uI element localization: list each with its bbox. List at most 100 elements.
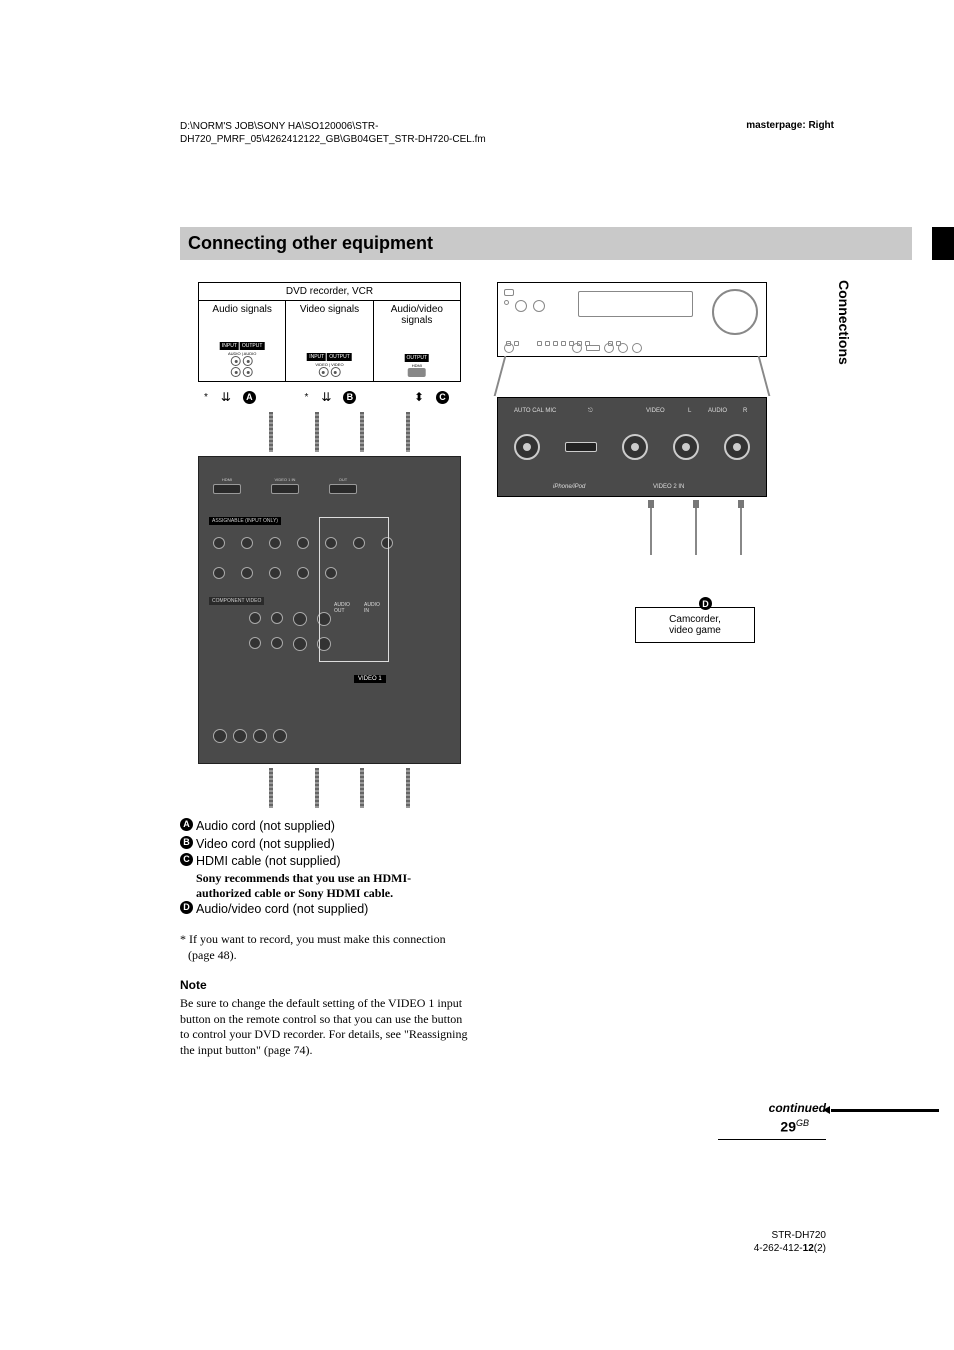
legend-a-text: Audio cord (not supplied) — [196, 818, 335, 836]
video-label: VIDEO — [646, 408, 665, 414]
masterpage-label: masterpage: Right — [746, 120, 834, 146]
col-audio-signals: Audio signals — [212, 304, 271, 315]
letter-a-icon: A — [180, 818, 193, 831]
usb-port-icon — [565, 442, 597, 452]
assignable-label: ASSIGNABLE (INPUT ONLY) — [209, 517, 281, 525]
speaker-jack-icon — [273, 729, 287, 743]
receiver-front-panel — [497, 282, 767, 357]
page-rule — [718, 1139, 826, 1140]
rca-jack-icon — [231, 356, 241, 366]
display-icon — [578, 291, 693, 317]
page-header: D:\NORM'S JOB\SONY HA\SO120006\STR- DH72… — [180, 120, 834, 146]
front-jack-icon — [632, 343, 642, 353]
legend-b-text: Video cord (not supplied) — [196, 836, 335, 854]
knob-icon — [533, 300, 545, 312]
jack-output-label: OUTPUT — [405, 354, 430, 362]
power-button-icon — [504, 289, 514, 296]
av-cable-icon — [692, 500, 700, 555]
letter-d-icon: D — [699, 597, 712, 610]
right-diagram: AUTO CAL MIC ⎋ VIDEO L AUDIO R iPhone/iP… — [497, 282, 767, 643]
letter-b-icon: B — [180, 836, 193, 849]
receiver-back-panel: HDMI VIDEO 1 IN OUT ASSIGNABLE (INPUT ON… — [198, 456, 461, 764]
cable-wire-icon — [360, 768, 364, 808]
rca-jack-icon — [297, 567, 309, 579]
jack-output-label: OUTPUT — [327, 353, 352, 361]
front-jack-icon — [604, 343, 614, 353]
video1-label: VIDEO 1 — [354, 675, 386, 683]
letter-b-icon: B — [343, 391, 356, 404]
speaker-jack-icon — [233, 729, 247, 743]
legend-d-text: Audio/video cord (not supplied) — [196, 901, 368, 919]
video2-label: VIDEO 2 IN — [653, 484, 684, 490]
rca-jack-icon — [297, 537, 309, 549]
section-title: Connecting other equipment — [180, 227, 912, 260]
model-number: STR-DH720 — [754, 1229, 826, 1242]
dvd-title: DVD recorder, VCR — [199, 283, 460, 301]
letter-d-icon: D — [180, 901, 193, 914]
speaker-jack-icon — [213, 729, 227, 743]
file-path-line1: D:\NORM'S JOB\SONY HA\SO120006\STR- — [180, 120, 486, 133]
continued-label: continued — [769, 1101, 826, 1115]
cable-letters-row: * ⇊ A * ⇊ B ⬍ C — [198, 382, 461, 412]
rca-jack-icon — [231, 367, 241, 377]
cable-wire-icon — [406, 768, 410, 808]
rca-jack-icon — [269, 567, 281, 579]
front-usb-icon — [586, 345, 600, 351]
part-number: 4-262-412-12(2) — [754, 1242, 826, 1255]
letter-c-icon: C — [436, 391, 449, 404]
legend-c-note1: Sony recommends that you use an HDMI- — [196, 871, 470, 886]
cable-wire-icon — [269, 412, 273, 452]
speaker-jack-icon — [253, 729, 267, 743]
cable-wire-icon — [269, 768, 273, 808]
front-jack-icon — [572, 343, 582, 353]
component-video-label: COMPONENT VIDEO — [209, 597, 264, 605]
rca-jack-icon — [269, 537, 281, 549]
page-number-value: 29 — [780, 1119, 796, 1135]
jack-input-label: INPUT — [220, 342, 239, 350]
speaker-jack-icon — [293, 612, 307, 626]
rca-jack-icon — [213, 567, 225, 579]
black-tab — [932, 227, 954, 260]
autocal-label: AUTO CAL MIC — [514, 408, 556, 414]
cable-wire-icon — [315, 412, 319, 452]
audio-cable-icon: ⇊ — [212, 390, 240, 404]
r-label: R — [743, 408, 747, 414]
camcorder-line1: Camcorder, — [642, 614, 748, 625]
video-jack-icon — [622, 434, 648, 460]
video-cable-icon: ⇊ — [312, 390, 340, 404]
letter-c-icon: C — [180, 853, 193, 866]
cable-wire-icon — [406, 412, 410, 452]
volume-dial-icon — [712, 289, 758, 335]
av-cable-icon — [647, 500, 655, 555]
jack-input-label: INPUT — [307, 353, 326, 361]
l-label: L — [688, 408, 691, 414]
rca-jack-icon — [271, 637, 283, 649]
letter-a-icon: A — [243, 391, 256, 404]
file-path-line2: DH720_PMRF_05\4262412122_GB\GB04GET_STR-… — [180, 133, 486, 146]
rca-jack-icon — [243, 356, 253, 366]
rca-jack-icon — [213, 537, 225, 549]
record-footnote: * If you want to record, you must make t… — [180, 932, 470, 963]
page-number: 29GB — [780, 1118, 809, 1135]
continued-arrow-icon — [831, 1109, 939, 1112]
dvd-recorder-box: DVD recorder, VCR Audio signals INPUT OU… — [198, 282, 461, 382]
rca-jack-icon — [318, 367, 328, 377]
front-jack-icon — [618, 343, 628, 353]
rca-jack-icon — [243, 367, 253, 377]
cable-wire-icon — [315, 768, 319, 808]
bottom-meta: STR-DH720 4-262-412-12(2) — [754, 1229, 826, 1255]
front-panel-zoom: AUTO CAL MIC ⎋ VIDEO L AUDIO R iPhone/iP… — [497, 397, 767, 497]
asterisk: * — [305, 392, 309, 403]
rca-jack-icon — [241, 567, 253, 579]
audio-r-jack-icon — [724, 434, 750, 460]
rca-jack-icon — [271, 612, 283, 624]
usb-icon-label: ⎋ — [588, 408, 593, 415]
autocal-jack-icon — [514, 434, 540, 460]
hdmi-slot-icon — [271, 484, 299, 494]
section-title-bar: Connecting other equipment — [180, 227, 954, 260]
note-body: Be sure to change the default setting of… — [180, 996, 470, 1058]
rca-jack-icon — [249, 612, 261, 624]
col-video-signals: Video signals — [300, 304, 359, 315]
cable-wire-icon — [360, 412, 364, 452]
knob-icon — [515, 300, 527, 312]
